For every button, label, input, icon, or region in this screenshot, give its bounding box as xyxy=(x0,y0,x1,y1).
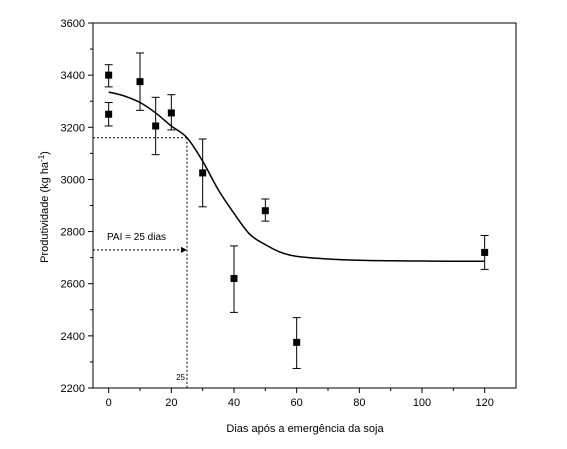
y-tick-label-2600: 2600 xyxy=(61,279,85,291)
pai-annotation-label: PAI = 25 dias xyxy=(107,232,166,243)
data-point-group xyxy=(261,198,270,222)
x-tick-label-0: 0 xyxy=(106,397,112,409)
plot-frame xyxy=(92,22,517,389)
y-axis-title-close: ) xyxy=(39,151,51,155)
data-point-group xyxy=(151,96,160,156)
x-tick-label-100: 100 xyxy=(413,397,431,409)
y-axis-title-main: Produtividade (kg ha xyxy=(39,161,51,263)
y-axis-title-sup: -1 xyxy=(37,154,46,162)
y-axis-title: Produtividade (kg ha-1) xyxy=(37,151,51,263)
axes: 0 20 40 60 80 100 120 2200 2400 2600 2800 3000 3200 3… xyxy=(61,18,517,409)
x-tick-label-40: 40 xyxy=(228,397,240,409)
data-point-group xyxy=(292,317,301,369)
data-point-marker xyxy=(105,71,113,79)
y-tick-label-3200: 3200 xyxy=(61,122,85,134)
y-tick-label-2800: 2800 xyxy=(61,227,85,239)
reference-lines xyxy=(93,137,188,388)
y-tick-label-3400: 3400 xyxy=(61,70,85,82)
data-point-group xyxy=(480,234,489,270)
data-point-marker xyxy=(481,248,489,256)
data-point-group xyxy=(104,102,113,127)
data-point-marker xyxy=(136,78,144,86)
pai-arrowhead xyxy=(181,246,187,253)
data-point-group xyxy=(167,94,176,131)
data-point-group xyxy=(230,245,238,313)
y-tick-label-2200: 2200 xyxy=(61,383,85,395)
x-tick-label-80: 80 xyxy=(353,397,365,409)
x-tick-label-20: 20 xyxy=(165,397,177,409)
data-point-marker xyxy=(199,169,207,177)
data-point-group xyxy=(136,52,144,111)
data-point-marker xyxy=(105,110,113,118)
data-point-marker xyxy=(293,338,301,346)
y-tick-label-3600: 3600 xyxy=(61,18,85,30)
x-tick-label-60: 60 xyxy=(291,397,303,409)
data-point-group xyxy=(198,138,207,208)
data-point-marker xyxy=(261,207,269,215)
x-tick-label-120: 120 xyxy=(475,397,493,409)
data-point-group xyxy=(104,64,113,88)
x-axis-title: Dias após a emergência da soja xyxy=(226,423,384,435)
y-tick-label-3000: 3000 xyxy=(61,174,85,186)
data-point-marker xyxy=(152,122,160,130)
y-tick-label-2400: 2400 xyxy=(61,331,85,343)
pai-x-label: 25 xyxy=(176,373,185,382)
data-point-marker xyxy=(230,275,238,282)
data-points xyxy=(104,52,489,369)
data-point-marker xyxy=(167,109,175,117)
